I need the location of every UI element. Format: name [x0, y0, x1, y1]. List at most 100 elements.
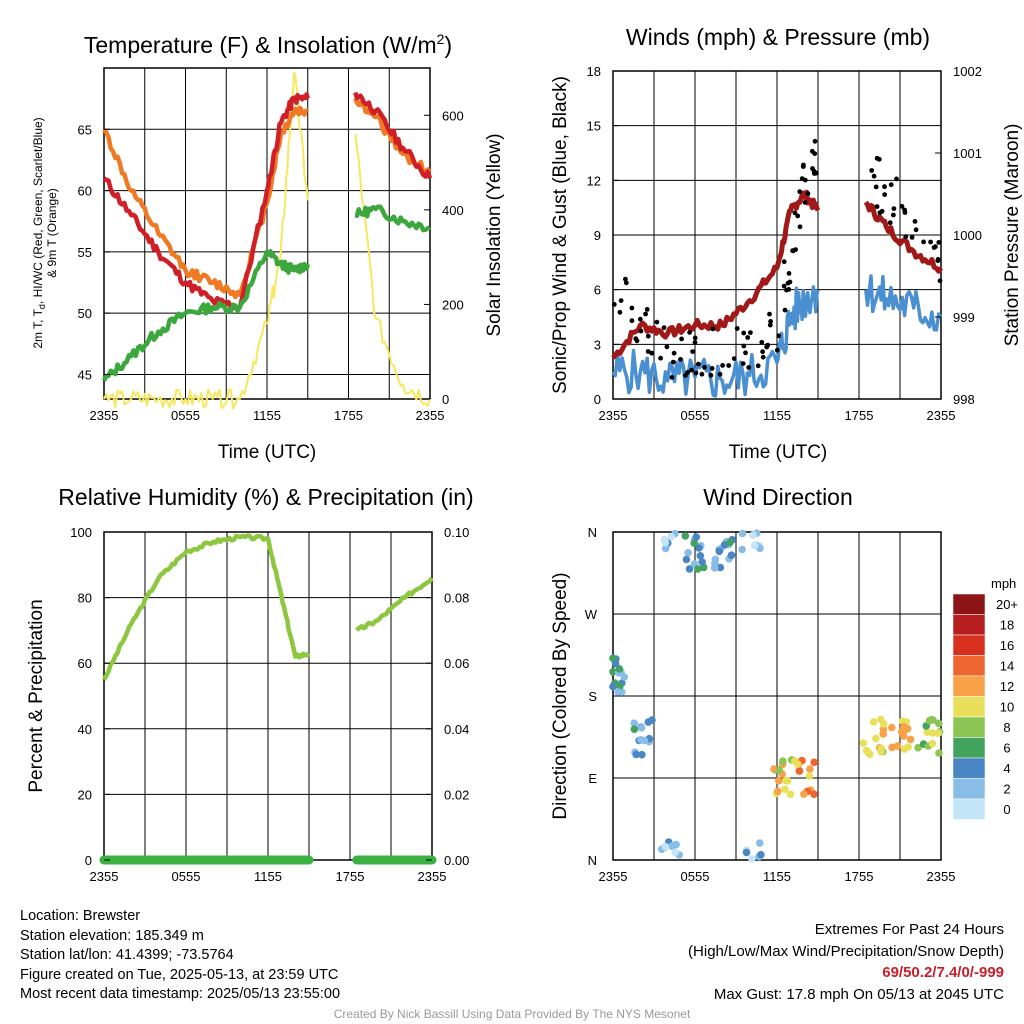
direction-point	[609, 668, 617, 676]
temperature-x-tick-label: 1155	[253, 408, 281, 423]
direction-point	[742, 848, 751, 857]
direction-point	[640, 736, 649, 745]
winds-gust-point	[759, 339, 765, 345]
direction-point	[934, 729, 942, 738]
winds-gust-point	[797, 189, 803, 195]
winds-panel: Winds (mph) & Pressure (mb) 0 3 6 9 12 15 18 9…	[550, 24, 1023, 463]
winds-gust-point	[618, 298, 624, 303]
direction-point	[748, 855, 756, 863]
direction-point	[810, 758, 818, 767]
temperature-x-tick-label: 2355	[416, 408, 445, 423]
temperature-series-line	[353, 91, 433, 180]
winds-gust-point	[629, 318, 635, 324]
winds-gust-point	[683, 373, 688, 378]
winds-gust-point	[643, 311, 648, 317]
humidity-x-tick-label: 2355	[418, 869, 447, 884]
direction-points	[609, 529, 944, 863]
humidity-x-tick-label: 0555	[172, 869, 201, 884]
winds-pressure-line	[611, 189, 821, 360]
winds-gust-point	[774, 347, 780, 353]
winds-x-tick-label: 0555	[681, 408, 710, 423]
temperature-panel: Temperature (F) & Insolation (W/m2) 45 50…	[31, 31, 505, 463]
winds-gust-point	[634, 338, 640, 344]
direction-point	[685, 565, 694, 573]
winds-gust-point	[741, 343, 747, 349]
winds-gust-point	[720, 363, 725, 368]
winds-gust-point	[671, 350, 677, 356]
winds-grid	[613, 71, 941, 399]
winds-gust-point	[805, 191, 811, 197]
humidity-x-ticks: 2355 0555 1155 1755 2355	[90, 869, 447, 884]
winds-gust-point	[755, 363, 761, 369]
extremes-values: 69/50.2/7.4/0/-999	[882, 964, 1004, 981]
winds-x-ticks: 2355 0555 1155 1755 2355	[599, 408, 956, 423]
winds-gust-point	[795, 213, 801, 219]
humidity-x-tick-label: 1755	[336, 869, 365, 884]
figure-created: Figure created on Tue, 2025-05-13, at 23…	[20, 966, 339, 983]
direction-x-tick-label: 2355	[599, 869, 628, 884]
direction-point	[805, 772, 814, 780]
winds-gust-point	[637, 316, 643, 322]
legend-label: 10	[1000, 700, 1014, 715]
winds-gust-point	[670, 359, 676, 365]
winds-gust-point	[787, 279, 793, 285]
winds-gust-point	[931, 245, 937, 250]
winds-gust-point	[661, 325, 667, 331]
winds-gust-point	[693, 370, 699, 376]
winds-x-tick-label: 2355	[599, 408, 628, 423]
humidity-x-tick-label: 1155	[254, 869, 282, 884]
winds-left-tick-label: 6	[594, 283, 601, 298]
direction-point	[888, 723, 896, 732]
direction-point	[616, 682, 624, 691]
temperature-left-tick-label: 55	[78, 245, 92, 260]
winds-gust-point	[638, 328, 644, 334]
winds-panel-title: Winds (mph) & Pressure (mb)	[626, 24, 930, 50]
temperature-right-tick-label: 0	[442, 392, 449, 407]
winds-gust-point	[687, 330, 692, 335]
extremes-box: Extremes For Past 24 Hours (High/Low/Max…	[688, 919, 1004, 1005]
temperature-left-tick-label: 50	[78, 306, 92, 321]
temperature-ylabel-left-line2: & 9m T (Orange)	[45, 188, 59, 278]
direction-point	[715, 547, 724, 556]
direction-point	[696, 552, 705, 560]
direction-point	[716, 563, 725, 572]
temperature-x-ticks: 2355 0555 1155 1755 2355	[90, 408, 445, 423]
direction-point	[682, 555, 691, 564]
winds-ylabel-right: Station Pressure (Maroon)	[1002, 124, 1023, 347]
direction-point	[661, 544, 670, 553]
winds-gust-point	[731, 356, 737, 361]
station-elevation: Station elevation: 185.349 m	[20, 927, 204, 944]
winds-left-tick-label: 12	[587, 173, 601, 188]
direction-point	[671, 848, 680, 856]
direction-point	[898, 727, 906, 736]
legend-label: 0	[1003, 802, 1010, 817]
winds-gust-point	[882, 184, 887, 190]
humidity-left-tick-label: 100	[70, 525, 92, 540]
humidity-right-tick-label: 0.06	[444, 656, 469, 671]
legend-swatch	[952, 716, 986, 738]
humidity-left-tick-label: 60	[78, 656, 92, 671]
winds-gust-point	[877, 210, 883, 216]
legend-label: 20+	[996, 597, 1018, 612]
direction-point	[806, 765, 814, 773]
humidity-grid	[104, 532, 432, 860]
winds-ylabel-left: Sonic/Prop Wind & Gust (Blue, Black)	[550, 76, 571, 394]
direction-point	[726, 538, 734, 547]
direction-left-tick-label: N	[588, 853, 597, 868]
winds-gust-point	[768, 319, 773, 324]
direction-point	[644, 718, 653, 726]
winds-right-tick-label: 999	[953, 310, 975, 325]
legend-title: mph	[991, 576, 1016, 591]
winds-gust-point	[871, 173, 877, 179]
winds-gust-point	[746, 365, 752, 370]
winds-gust-point	[888, 182, 894, 188]
winds-series	[611, 138, 944, 398]
direction-point	[757, 850, 765, 859]
winds-gust-point	[792, 210, 798, 216]
winds-gust-point	[623, 276, 628, 282]
winds-gust-point	[909, 235, 915, 240]
winds-gust-point	[812, 138, 818, 144]
direction-point	[877, 748, 885, 756]
winds-gust-point	[781, 259, 787, 265]
winds-gust-point	[786, 271, 792, 276]
